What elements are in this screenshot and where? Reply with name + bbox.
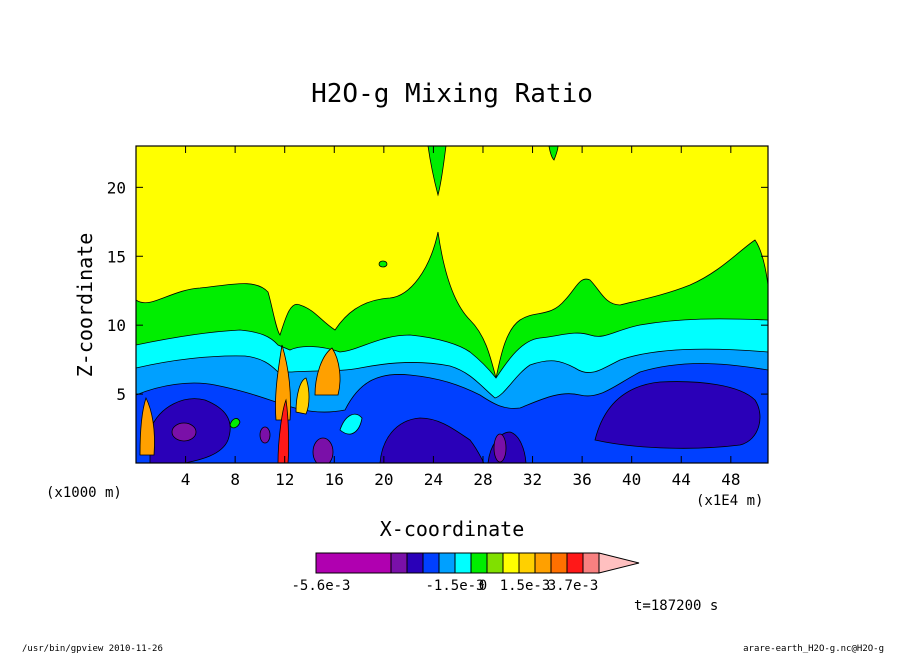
colorbar-tick-label: 3.7e-3 <box>548 578 599 594</box>
colorbar-cell <box>438 552 456 574</box>
colorbar-tick-label: 0 <box>479 578 487 594</box>
colorbar-cell <box>454 552 472 574</box>
colorbar-cell <box>566 552 584 574</box>
colorbar-cell <box>406 552 424 574</box>
x-tick-label: 28 <box>473 470 492 489</box>
contour-band-green-patch <box>229 418 241 429</box>
contour-band-darkblue-2 <box>379 417 485 463</box>
colorbar-cell <box>550 552 568 574</box>
colorbar-tick-label: -5.6e-3 <box>291 578 350 594</box>
y-tick-label: 15 <box>107 247 126 266</box>
x-axis-label: X-coordinate <box>380 517 525 541</box>
contour-band-darkblue-3 <box>594 381 761 449</box>
colorbar-cell <box>486 552 504 574</box>
x-tick-label: 24 <box>424 470 443 489</box>
footer-left: /usr/bin/gpview 2010-11-26 <box>22 644 163 654</box>
x-tick-label: 20 <box>374 470 393 489</box>
contour-band-purple-2 <box>493 433 507 463</box>
contour-band-orange <box>275 344 291 421</box>
y-tick-label: 10 <box>107 316 126 335</box>
y-tick-label: 5 <box>116 385 126 404</box>
time-label: t=187200 s <box>634 598 718 614</box>
contour-band-cyan-patch <box>339 413 363 435</box>
x-axis-ticks: 4 8 12 16 20 24 28 32 36 40 44 48 <box>181 146 740 489</box>
footer-right: arare-earth_H2O-g.nc@H2O-g <box>743 644 884 654</box>
y-axis-ticks: 5 10 15 20 <box>107 178 768 404</box>
contour-band-orange-3 <box>139 396 155 456</box>
colorbar-cell <box>422 552 440 574</box>
x-tick-label: 44 <box>672 470 691 489</box>
colorbar-cell <box>534 552 552 574</box>
x-axis-unit: (x1E4 m) <box>696 493 763 509</box>
contour-band-green-finger-2 <box>548 146 559 161</box>
chart-title: H2O-g Mixing Ratio <box>311 79 593 109</box>
contour-band-purple <box>171 422 197 442</box>
contour-band-green-finger <box>427 146 447 197</box>
colorbar-cell <box>315 552 392 574</box>
colorbar-cell <box>390 552 408 574</box>
contour-band-purple-4 <box>259 426 271 444</box>
y-axis-unit: (x1000 m) <box>46 485 122 501</box>
y-axis-label: Z-coordinate <box>73 233 97 378</box>
contour-band-purple-3 <box>312 437 334 463</box>
x-tick-label: 40 <box>622 470 641 489</box>
y-tick-label: 20 <box>107 178 126 197</box>
colorbar-cell <box>502 552 520 574</box>
contour-band-green-dot <box>378 260 388 268</box>
x-tick-label: 48 <box>721 470 740 489</box>
colorbar-tick-label: 1.5e-3 <box>500 578 551 594</box>
colorbar-tick-label: -1.5e-3 <box>425 578 484 594</box>
colorbar-cell <box>582 552 600 574</box>
contour-band-yellow-patch <box>295 377 310 415</box>
x-tick-label: 8 <box>230 470 240 489</box>
x-tick-label: 16 <box>325 470 344 489</box>
x-tick-label: 4 <box>181 470 191 489</box>
x-tick-label: 36 <box>572 470 591 489</box>
contour-fill <box>136 146 768 463</box>
colorbar-cell <box>470 552 488 574</box>
contour-band-orange-2 <box>314 347 341 396</box>
plot-frame <box>135 145 769 464</box>
x-tick-label: 12 <box>275 470 294 489</box>
x-tick-label: 32 <box>523 470 542 489</box>
colorbar-cell <box>518 552 536 574</box>
colorbar <box>315 552 640 574</box>
contour-band-red <box>277 398 289 463</box>
colorbar-arrow <box>598 552 640 574</box>
colorbar-labels: -5.6e-3 -1.5e-30 1.5e-33.7e-3 <box>291 578 598 594</box>
